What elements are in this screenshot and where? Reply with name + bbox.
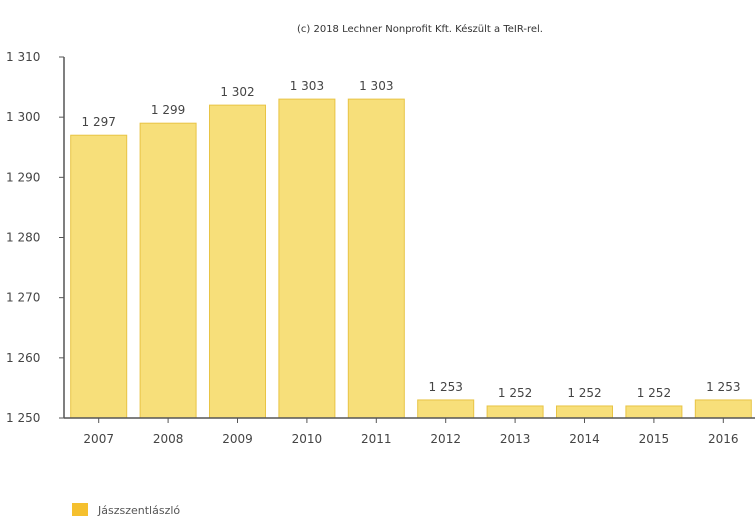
y-tick-label: 1 270 <box>6 291 40 305</box>
y-tick-label: 1 250 <box>6 411 40 425</box>
data-label: 1 253 <box>429 380 463 394</box>
x-tick-label: 2012 <box>430 432 461 446</box>
data-label: 1 303 <box>290 79 324 93</box>
x-tick-label: 2007 <box>83 432 114 446</box>
legend-label: Jászszentlászló <box>97 504 180 517</box>
legend: Jászszentlászló <box>72 503 180 517</box>
y-tick-label: 1 300 <box>6 110 40 124</box>
data-label: 1 297 <box>82 115 116 129</box>
x-tick-label: 2010 <box>292 432 323 446</box>
bar <box>209 104 266 419</box>
bar <box>347 98 405 419</box>
data-label: 1 302 <box>220 85 254 99</box>
x-tick-label: 2009 <box>222 432 253 446</box>
y-axis: 1 250 1 260 1 270 1 280 1 290 1 300 1 310 <box>6 50 65 425</box>
x-tick-label: 2011 <box>361 432 392 446</box>
y-tick-label: 1 260 <box>6 351 40 365</box>
y-tick-label: 1 280 <box>6 231 40 245</box>
bar <box>486 405 544 419</box>
data-label: 1 252 <box>637 386 671 400</box>
x-tick-label: 2008 <box>153 432 184 446</box>
data-label: 1 299 <box>151 103 185 117</box>
bar <box>694 399 752 419</box>
x-tick-label: 2014 <box>569 432 600 446</box>
copyright-notice: (c) 2018 Lechner Nonprofit Kft. Készült … <box>297 23 543 35</box>
bar <box>417 399 475 419</box>
x-tick-label: 2016 <box>708 432 739 446</box>
bars: 1 297 1 299 1 302 1 303 1 303 1 253 1 252 1 252… <box>70 79 752 419</box>
data-label: 1 303 <box>359 79 393 93</box>
legend-swatch <box>72 503 88 516</box>
x-axis: 2007 2008 2009 2010 2011 2012 2013 2014 2015 2016 <box>64 417 755 446</box>
bar <box>139 122 197 419</box>
data-label: 1 252 <box>567 386 601 400</box>
x-tick-label: 2015 <box>639 432 670 446</box>
y-tick-label: 1 290 <box>6 170 40 184</box>
bar <box>556 405 613 419</box>
data-label: 1 252 <box>498 386 532 400</box>
y-tick-label: 1 310 <box>6 50 40 64</box>
data-label: 1 253 <box>706 380 740 394</box>
x-tick-label: 2013 <box>500 432 531 446</box>
bar <box>278 98 336 419</box>
bar <box>625 405 683 419</box>
bar <box>70 134 128 419</box>
